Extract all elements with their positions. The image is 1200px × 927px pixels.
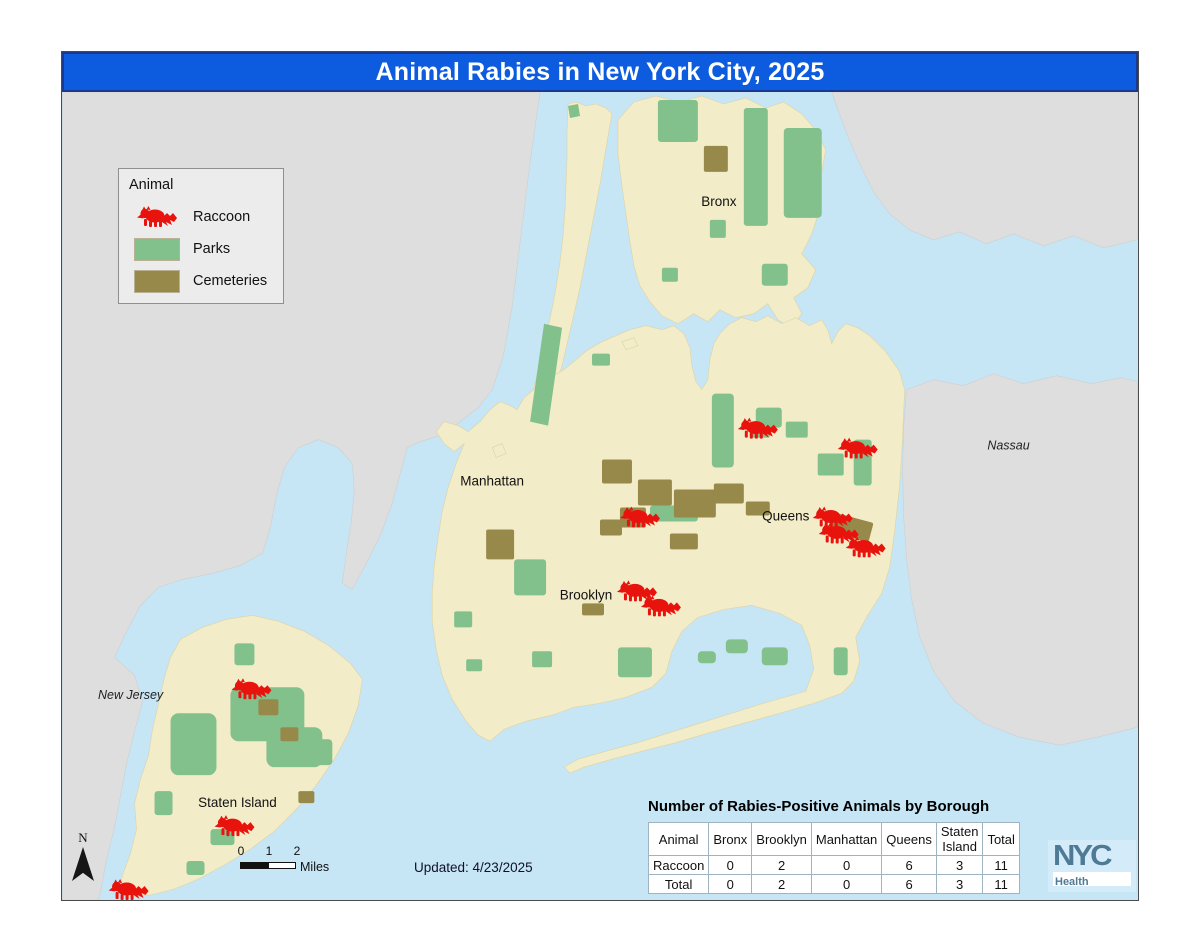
- table-cell: 11: [982, 874, 1020, 894]
- scale-bar: 0 1 2 Miles: [232, 844, 382, 874]
- table-cell: 2: [751, 855, 812, 875]
- table-title: Number of Rabies-Positive Animals by Bor…: [648, 798, 990, 815]
- table-cell: 6: [881, 874, 937, 894]
- table-cell: 2: [751, 874, 812, 894]
- nyc-health-logo: NYC Health: [1048, 840, 1136, 892]
- table-cell: Total: [647, 874, 710, 894]
- table-cell: 0: [810, 874, 883, 894]
- table-cell: 3: [935, 855, 984, 875]
- cemeteries-swatch: [134, 269, 180, 293]
- table-header-cell: Total: [982, 822, 1020, 856]
- map-label-manhattan: Manhattan: [460, 474, 524, 489]
- table-header-cell: Queens: [881, 822, 937, 856]
- map-label-brooklyn: Brooklyn: [560, 587, 612, 602]
- cemeteries-layer: [258, 145, 874, 804]
- map-label-new-jersey: New Jersey: [98, 688, 164, 702]
- updated-date: Updated: 4/23/2025: [414, 860, 533, 875]
- table-cell: 11: [982, 855, 1020, 875]
- legend-item-label: Raccoon: [193, 209, 251, 225]
- map-area: Bronx Manhattan Queens Brooklyn Staten Islan…: [62, 92, 1138, 900]
- table-cell: 0: [708, 874, 753, 894]
- scale-segment-empty: [268, 862, 296, 869]
- table-cell: 0: [810, 855, 883, 875]
- island-rikers: [621, 337, 639, 351]
- borough-staten-island: [118, 615, 363, 898]
- scale-segment-filled: [240, 862, 268, 869]
- table-row: Raccoon 0 2 0 6 3 11: [647, 855, 1020, 875]
- table-cell: Raccoon: [647, 855, 710, 875]
- legend-title: Animal: [129, 177, 174, 193]
- logo-health-text: Health: [1055, 876, 1089, 888]
- north-label: N: [78, 830, 88, 845]
- table-header-cell: Manhattan: [810, 822, 883, 856]
- map-frame: Animal Rabies in New York City, 2025: [61, 51, 1139, 901]
- table-header-cell: Bronx: [708, 822, 753, 856]
- scale-tick: 2: [293, 844, 301, 858]
- map-label-bronx: Bronx: [701, 194, 736, 209]
- table-header-cell: Staten Island: [935, 822, 984, 856]
- parks-swatch: [134, 237, 180, 261]
- legend-item-parks: Parks: [129, 233, 273, 265]
- table-header-row: Animal Bronx Brooklyn Manhattan Queens Staten…: [647, 822, 1020, 856]
- title-bar: Animal Rabies in New York City, 2025: [62, 52, 1138, 92]
- raccoon-icon: [129, 204, 185, 230]
- table-header-cell: Brooklyn: [751, 822, 812, 856]
- table-cell: 6: [881, 855, 937, 875]
- north-arrow: N: [70, 830, 96, 881]
- scale-tick: 0: [237, 844, 245, 858]
- north-arrow-icon: [72, 847, 94, 881]
- table-block: Number of Rabies-Positive Animals by Bor…: [647, 798, 1020, 894]
- map-label-nassau: Nassau: [987, 439, 1029, 453]
- table-row: Total 0 2 0 6 3 11: [647, 874, 1020, 894]
- logo-health-strip: Health: [1053, 872, 1131, 888]
- legend-item-label: Parks: [193, 241, 231, 257]
- rabies-table: Animal Bronx Brooklyn Manhattan Queens Staten…: [647, 822, 1020, 894]
- table-cell: 0: [708, 855, 753, 875]
- scale-tick: 1: [265, 844, 273, 858]
- map-labels-layer: Bronx Manhattan Queens Brooklyn Staten Islan…: [98, 194, 1030, 810]
- legend: Animal Raccoon Parks Cemeteries: [118, 168, 284, 304]
- table-cell: 3: [935, 874, 984, 894]
- map-label-queens: Queens: [762, 508, 809, 523]
- map-label-staten-island: Staten Island: [198, 795, 277, 810]
- westchester-land: [831, 92, 1138, 249]
- legend-item-label: Cemeteries: [193, 273, 268, 289]
- logo-nyc-text: NYC: [1053, 839, 1112, 872]
- island-governors: [491, 443, 507, 458]
- legend-item-raccoon: Raccoon: [129, 201, 273, 233]
- table-header-cell: Animal: [647, 822, 710, 856]
- nassau-land: [902, 373, 1138, 746]
- page-title: Animal Rabies in New York City, 2025: [375, 57, 825, 86]
- scale-unit: Miles: [300, 860, 330, 874]
- legend-item-cemeteries: Cemeteries: [129, 265, 273, 297]
